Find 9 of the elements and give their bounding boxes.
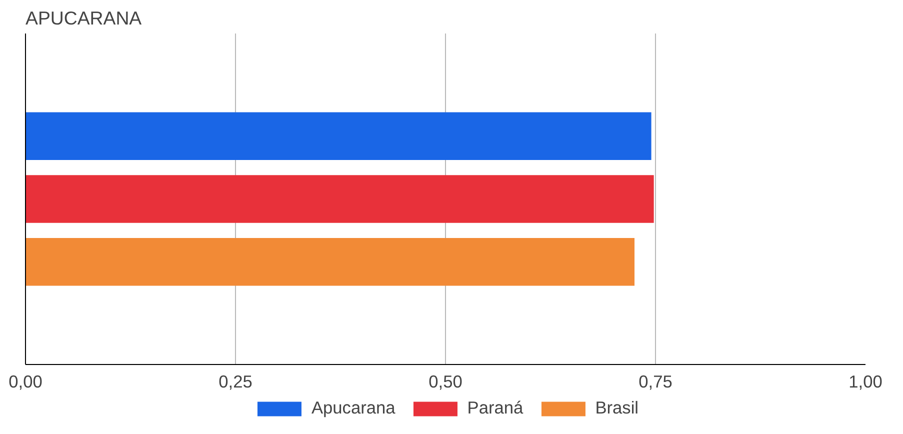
legend-label: Apucarana [311, 398, 396, 418]
x-tick-label: 1,00 [848, 372, 882, 392]
legend-label: Paraná [467, 398, 524, 418]
x-tick-label: 0,25 [218, 372, 252, 392]
chart-title: APUCARANA [26, 8, 142, 28]
legend-label: Brasil [595, 398, 639, 418]
x-tick-label: 0,75 [638, 372, 672, 392]
x-tick-label: 0,00 [8, 372, 42, 392]
x-tick-label: 0,50 [428, 372, 462, 392]
